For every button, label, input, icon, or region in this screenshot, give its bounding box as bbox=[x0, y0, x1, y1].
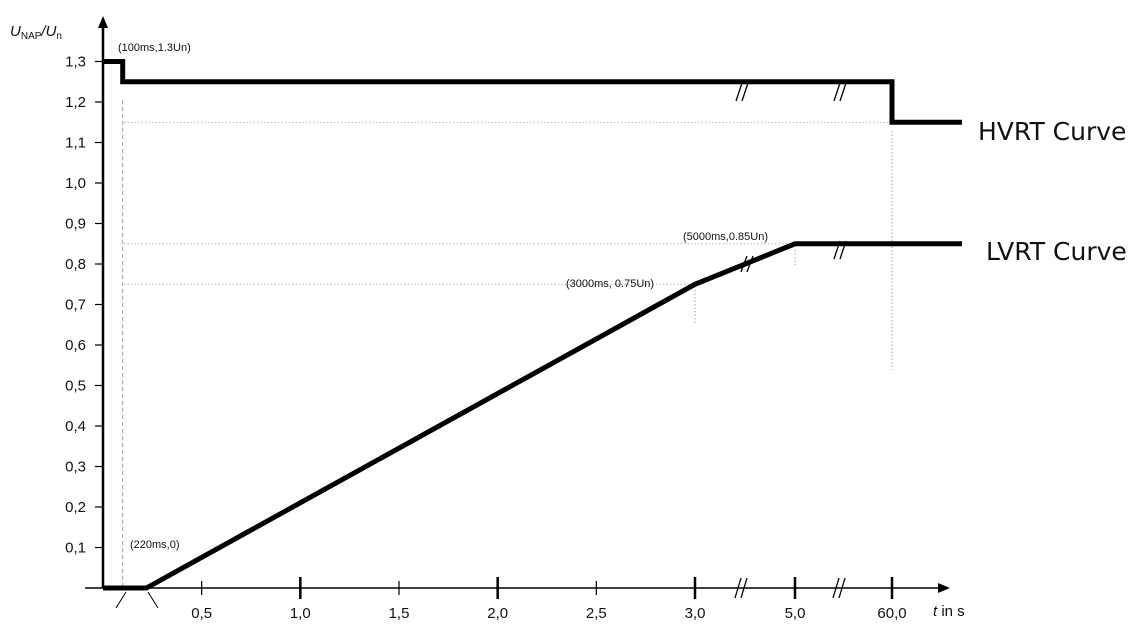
curve-labels: HVRT Curve LVRT Curve bbox=[978, 117, 1127, 266]
hvrt-curve-line bbox=[103, 59, 962, 125]
x-tick-label: 0,5 bbox=[191, 605, 212, 622]
x-tick-label: 2,0 bbox=[487, 605, 508, 622]
annotation-100ms: (100ms,1.3Un) bbox=[118, 42, 191, 54]
x-axis-title: t in s bbox=[933, 603, 965, 620]
annotation-220ms: (220ms,0) bbox=[130, 539, 180, 551]
hvrt-curve-label: HVRT Curve bbox=[978, 117, 1126, 146]
y-tick-label: 0,4 bbox=[65, 418, 86, 435]
x-tick-label: 1,5 bbox=[389, 605, 410, 622]
y-tick-label: 1,1 bbox=[65, 135, 86, 152]
series bbox=[103, 59, 962, 591]
y-tick-label: 0,3 bbox=[65, 459, 86, 476]
axis-break-marks bbox=[734, 82, 847, 599]
annotations: (100ms,1.3Un) (220ms,0) (3000ms, 0.75Un)… bbox=[118, 42, 768, 551]
hvrt-break-2 bbox=[833, 82, 847, 102]
axis-break-3-5 bbox=[734, 577, 748, 599]
y-tick-label: 1,2 bbox=[65, 94, 86, 111]
origin-marks bbox=[115, 591, 159, 609]
x-tick-label: 3,0 bbox=[685, 605, 706, 622]
x-axis bbox=[85, 583, 950, 593]
y-tick-label: 0,9 bbox=[65, 216, 86, 233]
annotation-3000ms: (3000ms, 0.75Un) bbox=[566, 278, 654, 290]
y-tick-label: 1,3 bbox=[65, 54, 86, 71]
x-tick-label: 1,0 bbox=[290, 605, 311, 622]
y-tick-label: 0,8 bbox=[65, 256, 86, 273]
x-tick-label: 60,0 bbox=[877, 605, 906, 622]
x-tick-label: 5,0 bbox=[785, 605, 806, 622]
annotation-5000ms: (5000ms,0.85Un) bbox=[683, 231, 768, 243]
y-tick-label: 0,6 bbox=[65, 337, 86, 354]
y-tick-label: 0,7 bbox=[65, 297, 86, 314]
y-tick-label: 0,1 bbox=[65, 540, 86, 557]
reference-guides bbox=[122, 100, 893, 586]
y-ticks: 0,1 0,2 0,3 0,4 0,5 0,6 0,7 0,8 0,9 1,0 1,1 1,2 1,3 bbox=[65, 54, 103, 557]
x-ticks: 0,5 1,0 1,5 2,0 2,5 3,0 5,0 60,0 bbox=[191, 577, 907, 622]
y-tick-label: 0,5 bbox=[65, 378, 86, 395]
lvrt-curve-line bbox=[103, 241, 962, 591]
hvrt-break-1 bbox=[735, 82, 749, 102]
y-tick-label: 1,0 bbox=[65, 175, 86, 192]
x-tick-label: 2,5 bbox=[586, 605, 607, 622]
axis-break-5-60 bbox=[832, 577, 846, 599]
y-axis-title: UNAP/Un bbox=[10, 23, 62, 42]
y-axis bbox=[98, 16, 108, 588]
y-tick-label: 0,2 bbox=[65, 499, 86, 516]
lvrt-curve-label: LVRT Curve bbox=[986, 237, 1127, 266]
